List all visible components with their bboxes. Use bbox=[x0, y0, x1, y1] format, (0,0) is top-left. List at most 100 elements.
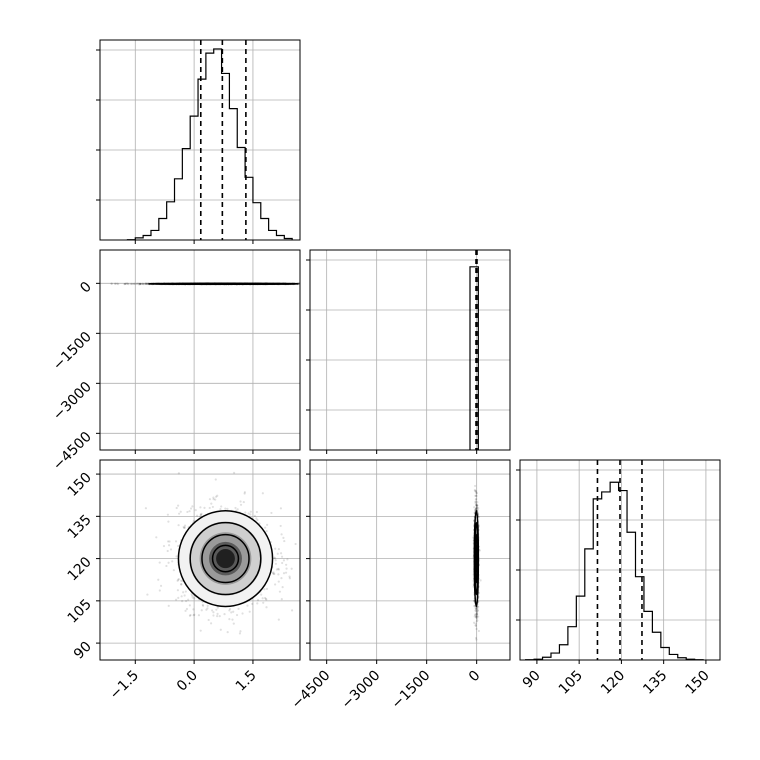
scatter-panel-0-2-point-1497 bbox=[174, 598, 178, 601]
hist-panel-1-frame bbox=[309, 249, 511, 451]
scatter-panel-0-2-point-178 bbox=[274, 562, 278, 565]
scatter-panel-1-2-point-1358 bbox=[475, 507, 478, 510]
scatter-panel-0-2-point-1197 bbox=[184, 590, 187, 593]
scatter-panel-0-2-point-585 bbox=[219, 628, 222, 631]
scatter-panel-0-2-point-1116 bbox=[177, 504, 180, 507]
scatter-panel-0-1-point-919 bbox=[139, 282, 142, 286]
scatter-panel-0-2-point-1287 bbox=[246, 604, 249, 607]
hist-panel-1-background bbox=[309, 249, 511, 451]
hist-panel-2-grid bbox=[520, 460, 720, 660]
scatter-panel-0-2-point-87 bbox=[162, 544, 166, 548]
scatter-panel-0-2-point-1447 bbox=[189, 613, 192, 617]
scatter-panel-0-2-point-732 bbox=[239, 500, 242, 503]
scatter-panel-0-2-point-261 bbox=[280, 533, 283, 536]
scatter-panel-0-1-point-443 bbox=[139, 282, 142, 286]
scatter-panel-0-2-point-795 bbox=[220, 505, 223, 508]
scatter-panel-0-1-ytick-label-0: −4500 bbox=[50, 429, 95, 474]
scatter-panel-0-2-point-1115 bbox=[278, 590, 282, 593]
scatter-panel-0-2-point-1042 bbox=[180, 579, 183, 582]
hist-panel-2-bar-5 bbox=[568, 627, 576, 660]
scatter-panel-0-2-point-951 bbox=[168, 540, 171, 543]
scatter-panel-0-2-point-1432 bbox=[285, 567, 288, 570]
scatter-panel-1-2-point-384 bbox=[475, 504, 479, 507]
scatter-panel-1-2-point-517 bbox=[473, 613, 477, 616]
scatter-panel-1-2-point-1041 bbox=[475, 503, 478, 506]
scatter-panel-0-2-point-73 bbox=[234, 506, 237, 510]
scatter-panel-1-2-point-443 bbox=[476, 612, 479, 615]
hist-panel-0-bar-18 bbox=[269, 230, 277, 240]
scatter-panel-0-2-point-1486 bbox=[224, 507, 227, 510]
scatter-panel-0-1-point-887 bbox=[307, 283, 309, 285]
scatter-panel-0-2-point-221 bbox=[183, 594, 186, 597]
scatter-panel-1-2-point-60 bbox=[476, 501, 479, 504]
scatter-panel-0-1-point-1081 bbox=[147, 282, 150, 285]
scatter-panel-0-2-point-1136 bbox=[157, 578, 160, 581]
hist-panel-2-frame bbox=[519, 459, 721, 661]
scatter-panel-0-2-point-1562 bbox=[288, 575, 291, 578]
scatter-panel-0-2-point-1378 bbox=[165, 564, 168, 568]
scatter-panel-0-1-point-53 bbox=[145, 282, 148, 285]
scatter-panel-0-2-point-1596 bbox=[266, 523, 269, 526]
scatter-panel-1-2-point-647 bbox=[474, 500, 477, 504]
scatter-panel-0-1-point-1574 bbox=[126, 282, 129, 285]
scatter-panel-1-2-point-790 bbox=[476, 609, 479, 612]
scatter-panel-0-2-point-1349 bbox=[190, 593, 193, 596]
scatter-panel-0-2-point-537 bbox=[199, 513, 203, 517]
scatter-panel-0-2-point-1241 bbox=[192, 519, 195, 523]
scatter-panel-0-2-point-653 bbox=[205, 608, 208, 611]
scatter-panel-0-2-point-149 bbox=[177, 544, 180, 548]
scatter-panel-0-2-point-279 bbox=[169, 548, 173, 551]
scatter-panel-0-2-point-1484 bbox=[272, 571, 275, 574]
scatter-panel-0-1-point-1490 bbox=[301, 283, 303, 285]
scatter-panel-0-2-point-650 bbox=[171, 560, 174, 563]
scatter-panel-0-2-point-1438 bbox=[215, 608, 218, 611]
scatter-panel-0-2-point-523 bbox=[188, 510, 191, 513]
scatter-panel-0-2-xtick-label-2: 1.5 bbox=[233, 668, 260, 695]
scatter-panel-0-2-point-476 bbox=[282, 572, 286, 575]
scatter-panel-0-2-point-755 bbox=[178, 512, 181, 515]
scatter-panel-1-2-point-221 bbox=[476, 504, 479, 507]
scatter-panel-0-1-point-1356 bbox=[138, 282, 141, 285]
scatter-panel-1-2-point-275 bbox=[476, 607, 479, 610]
scatter-panel-0-2-point-1370 bbox=[256, 518, 259, 522]
scatter-panel-0-2-point-414 bbox=[261, 492, 264, 495]
scatter-panel-0-2-point-1003 bbox=[263, 588, 266, 591]
scatter-panel-0-2-point-1207 bbox=[177, 577, 180, 581]
scatter-panel-0-2-point-207 bbox=[193, 597, 196, 600]
scatter-panel-0-2-point-680 bbox=[232, 471, 236, 474]
scatter-panel-1-2-point-1103 bbox=[475, 620, 478, 623]
scatter-panel-1-2-point-345 bbox=[474, 498, 477, 501]
scatter-panel-1-2-point-1038 bbox=[475, 616, 478, 619]
scatter-panel-0-2-point-177 bbox=[185, 607, 189, 611]
scatter-panel-0-2-point-1367 bbox=[199, 506, 202, 509]
scatter-panel-0-2-point-1264 bbox=[214, 478, 217, 481]
scatter-panel-1-2-point-1488 bbox=[476, 508, 479, 511]
scatter-panel-0-2-point-197 bbox=[180, 595, 183, 598]
scatter-panel-0-1-point-1447 bbox=[301, 282, 303, 284]
scatter-panel-0-2-point-58 bbox=[216, 615, 219, 618]
scatter-panel-1-2-point-990 bbox=[476, 619, 479, 622]
scatter-panel-0-2-point-600 bbox=[228, 609, 231, 612]
scatter-panel-0-2-point-28 bbox=[256, 602, 259, 605]
scatter-panel-0-2-point-844 bbox=[188, 604, 191, 607]
hist-panel-0-bar-13 bbox=[229, 109, 237, 240]
scatter-panel-0-2-point-186 bbox=[290, 609, 294, 612]
scatter-panel-1-2-point-815 bbox=[473, 484, 477, 488]
scatter-panel-1-2-point-1405 bbox=[477, 615, 480, 618]
scatter-panel-1-2-point-1389 bbox=[474, 624, 477, 627]
scatter-panel-0-2-point-1388 bbox=[159, 584, 163, 587]
scatter-panel-0-2-point-1322 bbox=[277, 547, 280, 551]
hist-panel-0-bar-7 bbox=[182, 149, 190, 240]
scatter-panel-0-2-point-38 bbox=[247, 512, 250, 515]
hist-panel-0-bar-16 bbox=[253, 203, 261, 240]
scatter-panel-0-2-point-379 bbox=[199, 629, 202, 632]
scatter-panel-1-2-point-1521 bbox=[474, 507, 478, 511]
hist-panel-2-bar-15 bbox=[652, 632, 660, 660]
scatter-panel-0-2-point-906 bbox=[249, 513, 252, 516]
hist-panel-2-xtick-label-2: 120 bbox=[598, 668, 628, 698]
scatter-panel-0-2-point-751 bbox=[280, 555, 284, 558]
scatter-panel-0-1-point-869 bbox=[138, 282, 141, 285]
scatter-panel-0-1-point-1557 bbox=[297, 282, 300, 285]
scatter-panel-0-1-point-598 bbox=[144, 282, 147, 286]
scatter-panel-0-2-point-161 bbox=[179, 510, 182, 513]
